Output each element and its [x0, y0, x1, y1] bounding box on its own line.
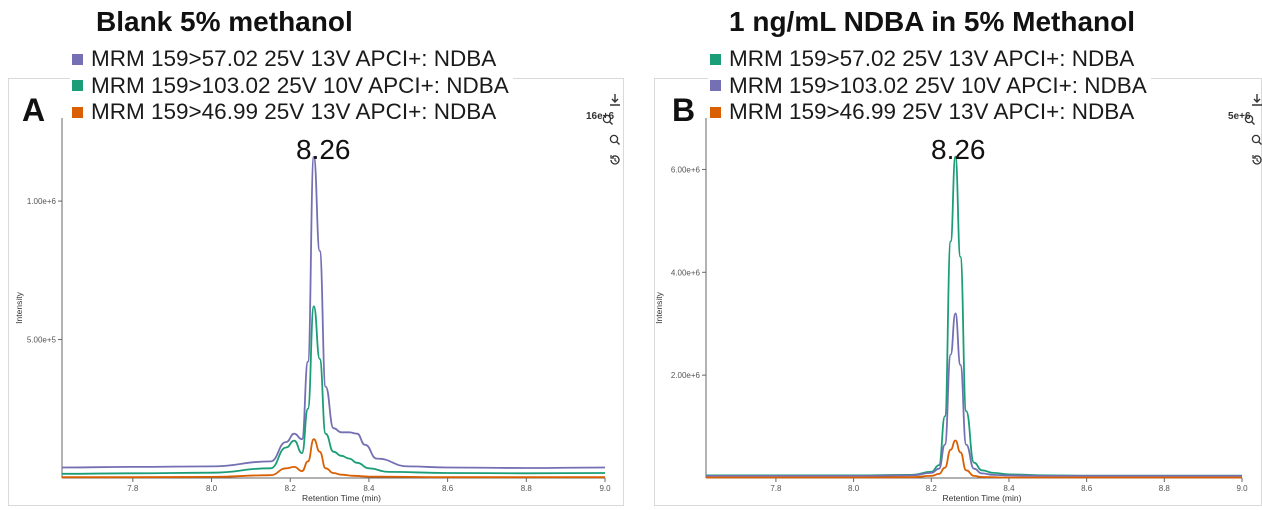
x-tick-label: 8.2 [926, 484, 938, 493]
scale-tag: 5e+6 [1228, 111, 1251, 122]
chromatogram-plot-a: 7.8 8.0 8.2 8.4 8.6 8.8 9.0 5.00e+5 1.00e+6 Reten… [14, 118, 611, 503]
chromatogram-plot-b: 7.8 8.0 8.2 8.4 8.6 8.8 9.0 2.00e+6 4.00e+6 6.00e… [654, 118, 1248, 503]
series-line [61, 155, 606, 469]
zoom-in-icon[interactable] [601, 112, 615, 128]
legend-swatch [710, 53, 721, 65]
legend-label: MRM 159>57.02 25V 13V APCI+: NDBA [729, 46, 1135, 72]
series-line [706, 155, 1242, 477]
peak-retention-label: 8.26 [296, 134, 351, 165]
legend-label: MRM 159>57.02 25V 13V APCI+: NDBA [91, 46, 497, 72]
y-tick-label: 4.00e+6 [671, 268, 701, 277]
series-line [62, 438, 605, 479]
x-tick-label: 9.0 [1236, 484, 1248, 493]
x-axis-title: Retention Time (min) [302, 493, 381, 503]
legend-label: MRM 159>103.02 25V 10V APCI+: NDBA [91, 72, 509, 98]
y-axis-title: Intensity [14, 291, 24, 323]
series-line [61, 305, 606, 475]
series-line [706, 439, 1242, 479]
legend-item[interactable]: MRM 159>46.99 25V 13V APCI+: NDBA [72, 99, 509, 126]
download-icon[interactable] [1250, 92, 1262, 108]
scale-tag: 16e+6 [586, 111, 615, 122]
y-tick-label: 2.00e+6 [671, 371, 701, 380]
chart-toolbar [1244, 92, 1262, 172]
panel-title: Blank 5% methanol [96, 6, 353, 37]
x-axis-title: Retention Time (min) [943, 493, 1022, 503]
legend-swatch [72, 80, 83, 92]
x-tick-label: 7.8 [770, 484, 782, 493]
zoom-in-icon[interactable] [1243, 112, 1257, 128]
x-tick-label: 8.4 [1003, 484, 1015, 493]
x-tick-label: 8.8 [521, 484, 533, 493]
x-tick-label: 8.2 [285, 484, 297, 493]
legend-item[interactable]: MRM 159>57.02 25V 13V APCI+: NDBA [710, 46, 1147, 73]
panel-letter: A [22, 92, 46, 128]
legend-swatch [72, 106, 83, 118]
x-tick-label: 8.0 [206, 484, 218, 493]
legend-label: MRM 159>46.99 25V 13V APCI+: NDBA [91, 99, 497, 125]
x-tick-label: 8.4 [363, 484, 375, 493]
x-tick-label: 8.6 [1081, 484, 1093, 493]
legend-label: MRM 159>103.02 25V 10V APCI+: NDBA [729, 72, 1147, 98]
y-axis-title: Intensity [654, 291, 664, 323]
legend-swatch [710, 80, 721, 92]
legend-item[interactable]: MRM 159>103.02 25V 10V APCI+: NDBA [710, 73, 1147, 100]
peak-retention-label: 8.26 [931, 134, 986, 165]
series-line [705, 312, 1242, 477]
plot-frame [654, 78, 1262, 506]
panel-title: 1 ng/mL NDBA in 5% Methanol [729, 6, 1136, 37]
reset-icon[interactable] [608, 152, 622, 168]
y-tick-label: 6.00e+6 [671, 165, 701, 174]
legend: MRM 159>57.02 25V 13V APCI+: NDBA MRM 15… [708, 46, 1151, 126]
legend-swatch [72, 53, 83, 65]
plot-frame [8, 78, 624, 506]
legend: MRM 159>57.02 25V 13V APCI+: NDBA MRM 15… [70, 46, 513, 126]
legend-swatch [710, 106, 721, 118]
reset-icon[interactable] [1250, 152, 1262, 168]
x-tick-label: 8.8 [1159, 484, 1171, 493]
x-tick-label: 7.8 [127, 484, 139, 493]
chart-panel-b: 7.8 8.0 8.2 8.4 8.6 8.8 9.0 2.00e+6 4.00e+6 6.00e… [632, 0, 1262, 510]
x-tick-label: 8.0 [848, 484, 860, 493]
zoom-out-icon[interactable] [1250, 132, 1262, 148]
chart-toolbar [602, 92, 622, 172]
legend-item[interactable]: MRM 159>103.02 25V 10V APCI+: NDBA [72, 73, 509, 100]
x-tick-label: 9.0 [599, 484, 611, 493]
legend-label: MRM 159>46.99 25V 13V APCI+: NDBA [729, 99, 1135, 125]
legend-item[interactable]: MRM 159>57.02 25V 13V APCI+: NDBA [72, 46, 509, 73]
download-icon[interactable] [608, 92, 622, 108]
y-tick-label: 5.00e+5 [27, 336, 57, 345]
panel-letter: B [672, 92, 696, 128]
y-tick-label: 1.00e+6 [27, 197, 57, 206]
x-tick-label: 8.6 [442, 484, 454, 493]
legend-item[interactable]: MRM 159>46.99 25V 13V APCI+: NDBA [710, 99, 1147, 126]
chart-panel-a: 7.8 8.0 8.2 8.4 8.6 8.8 9.0 5.00e+5 1.00e+6 Reten… [0, 0, 630, 510]
zoom-out-icon[interactable] [608, 132, 622, 148]
